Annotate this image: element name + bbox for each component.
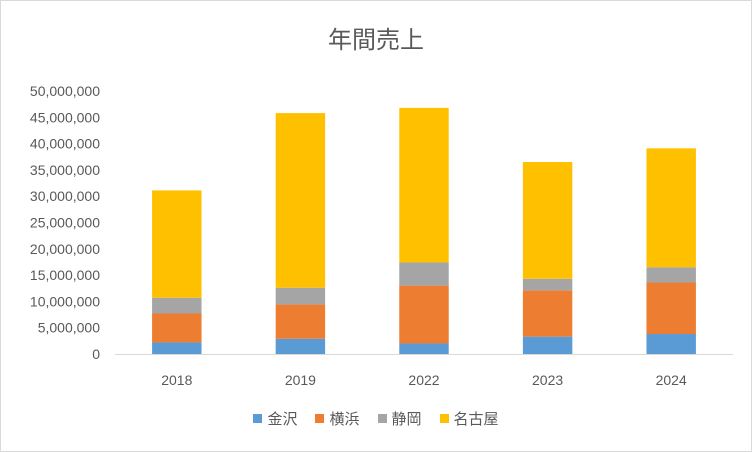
- y-tick-label: 45,000,000: [30, 109, 100, 125]
- bar-2024-series-3: [646, 148, 696, 268]
- bar-2023-series-0: [522, 336, 573, 354]
- bar-2023-series-1: [522, 290, 573, 337]
- bar-2019-series-3: [275, 113, 326, 288]
- legend-swatch: [377, 414, 387, 423]
- bar-2024-series-1: [646, 282, 696, 335]
- bar-2022-series-3: [399, 107, 449, 263]
- y-tick-label: 20,000,000: [30, 241, 100, 257]
- bar-2018-series-0: [152, 342, 202, 354]
- y-tick-label: 40,000,000: [30, 136, 100, 152]
- y-tick-label: 35,000,000: [30, 162, 100, 178]
- bar-2023-series-2: [522, 278, 573, 291]
- bar-2023-series-3: [522, 162, 573, 279]
- y-tick-label: 25,000,000: [30, 215, 100, 231]
- bar-2018-series-1: [152, 313, 202, 343]
- bar-2022-series-1: [399, 285, 449, 344]
- x-tick-label: 2024: [656, 372, 687, 388]
- bar-2022-series-2: [399, 262, 449, 286]
- bar-2019-series-2: [275, 287, 326, 305]
- y-tick-label: 15,000,000: [30, 267, 100, 283]
- legend-swatch: [439, 414, 449, 423]
- bar-2024-series-0: [646, 334, 696, 354]
- y-tick-label: 10,000,000: [30, 293, 100, 309]
- legend-item: 名古屋: [439, 408, 499, 429]
- y-tick-label: 5,000,000: [38, 320, 100, 336]
- x-tick-label: 2022: [408, 372, 439, 388]
- legend-item: 静岡: [377, 408, 422, 429]
- y-tick-label: 50,000,000: [30, 83, 100, 99]
- legend-item: 金沢: [253, 408, 297, 429]
- bar-2022-series-0: [399, 343, 449, 354]
- bar-2018-series-2: [152, 297, 202, 314]
- chart-legend: 金沢 横浜 静岡 名古屋: [0, 408, 752, 429]
- y-tick-label: 0: [92, 346, 100, 362]
- legend-label: 静岡: [391, 410, 422, 428]
- x-tick-label: 2023: [532, 372, 563, 388]
- legend-swatch: [253, 414, 263, 423]
- legend-swatch: [315, 414, 325, 423]
- legend-label: 横浜: [329, 410, 360, 428]
- bar-2019-series-0: [275, 338, 326, 354]
- chart-title: 年間売上: [328, 26, 424, 54]
- legend-item: 横浜: [315, 408, 360, 429]
- x-tick-label: 2019: [285, 372, 316, 388]
- legend-label: 名古屋: [453, 410, 499, 428]
- legend-label: 金沢: [267, 410, 298, 428]
- x-tick-label: 2018: [161, 372, 192, 388]
- bar-2024-series-2: [646, 267, 696, 283]
- bar-2018-series-3: [152, 190, 202, 298]
- bar-2019-series-1: [275, 304, 326, 339]
- y-tick-label: 30,000,000: [30, 188, 100, 204]
